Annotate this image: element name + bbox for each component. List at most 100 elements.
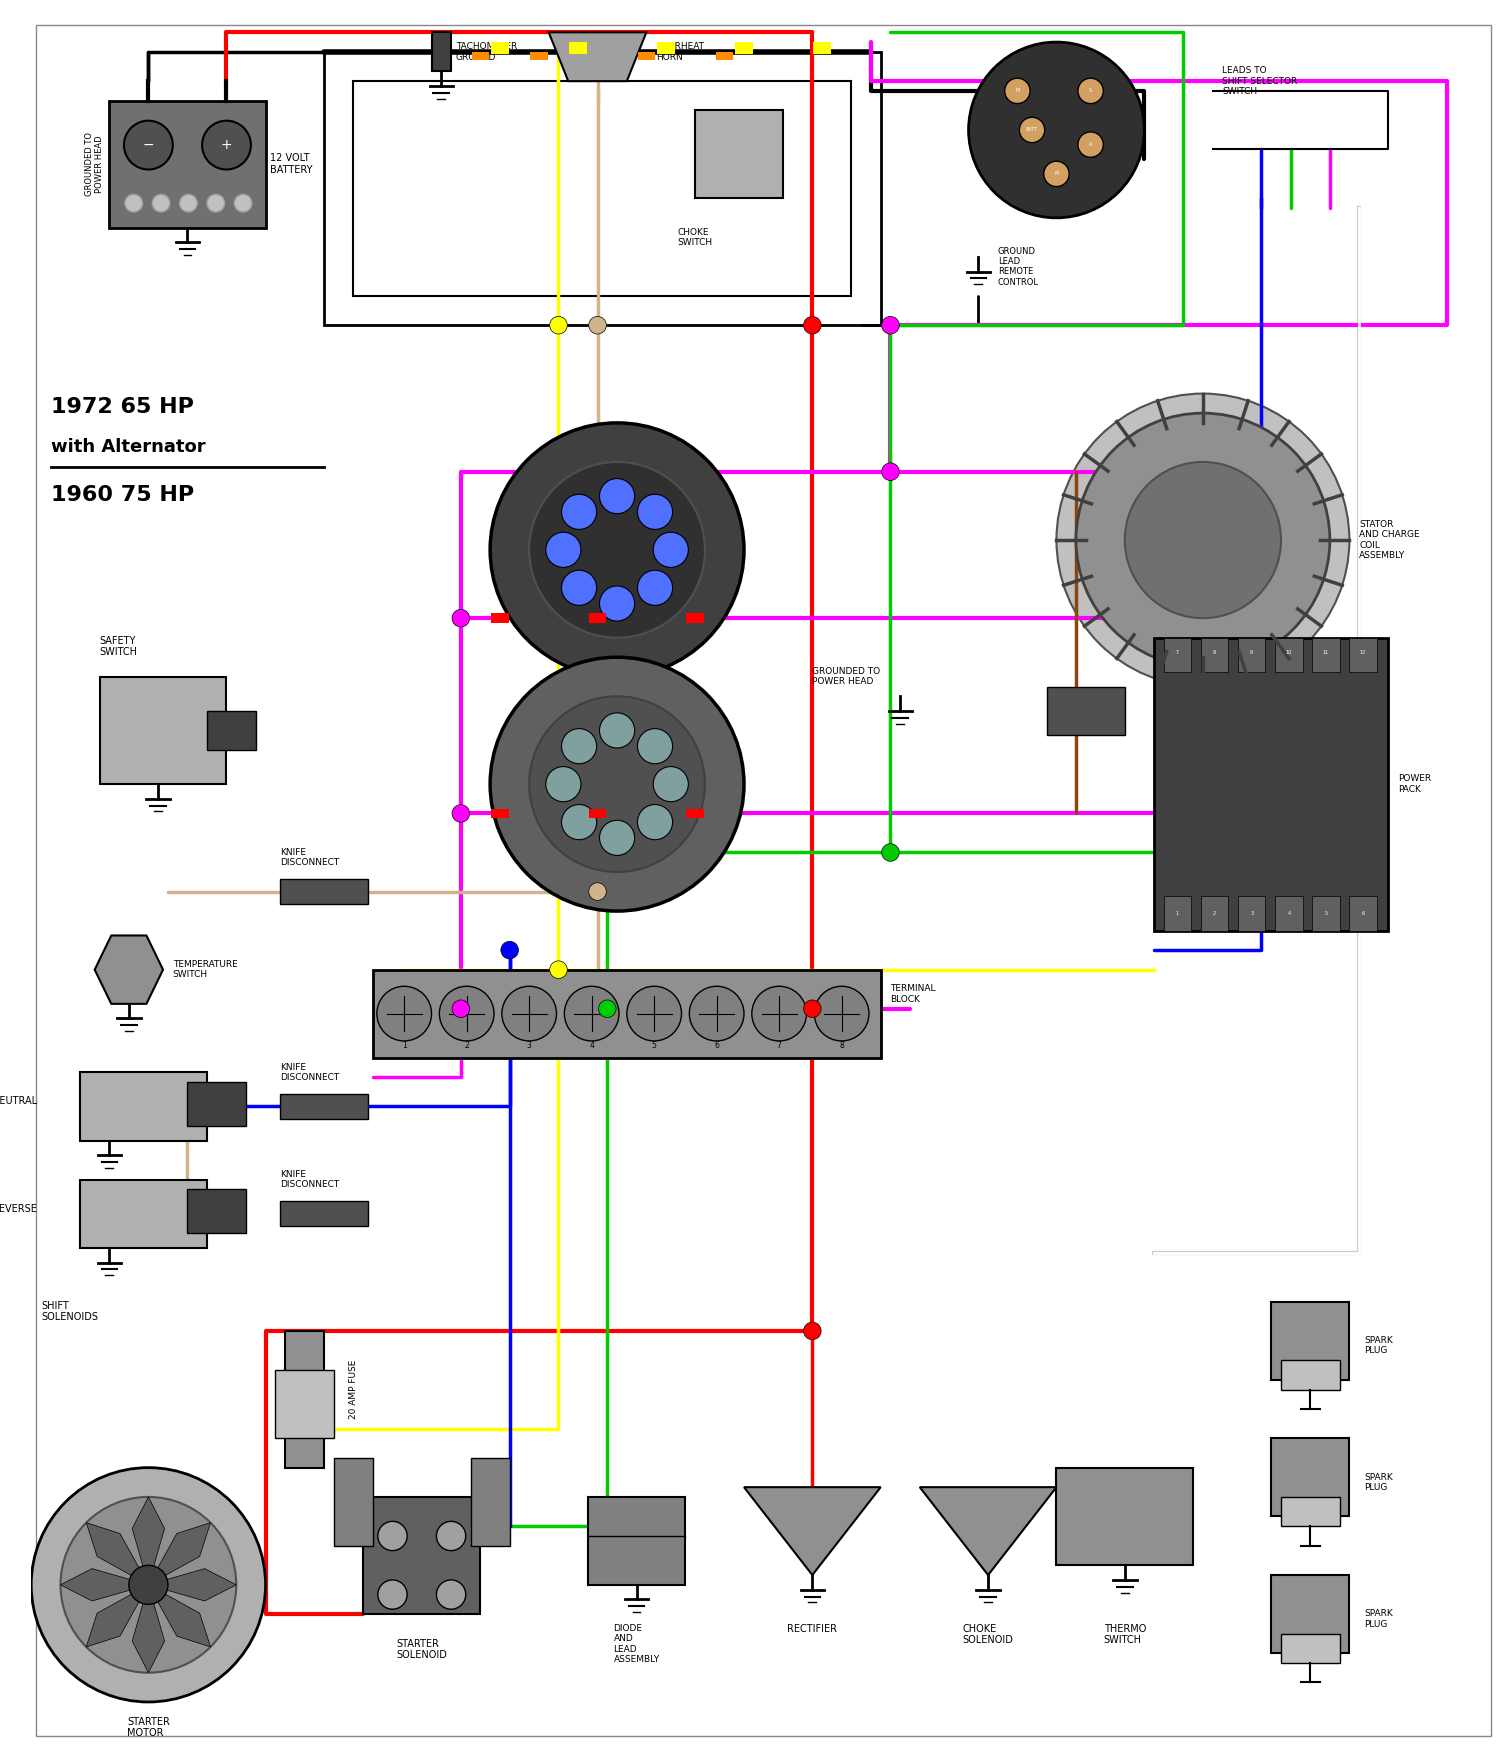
Bar: [1272, 1439, 1350, 1516]
Text: 6: 6: [714, 1040, 718, 1049]
Circle shape: [440, 986, 494, 1040]
Polygon shape: [744, 1488, 880, 1574]
Circle shape: [378, 1521, 406, 1551]
Polygon shape: [86, 1523, 148, 1585]
Text: OVERHEAT
HORN: OVERHEAT HORN: [656, 42, 704, 62]
Text: STATOR
AND CHARGE
COIL
ASSEMBLY: STATOR AND CHARGE COIL ASSEMBLY: [1359, 520, 1420, 561]
Bar: [588, 1497, 686, 1585]
Text: 1: 1: [402, 1040, 406, 1049]
Bar: [1056, 1467, 1192, 1566]
Bar: [1281, 1634, 1340, 1663]
Polygon shape: [148, 1523, 210, 1585]
Circle shape: [1125, 462, 1281, 619]
Text: GROUND
LEAD
REMOTE
CONTROL: GROUND LEAD REMOTE CONTROL: [998, 247, 1039, 287]
Bar: [1238, 896, 1266, 931]
Circle shape: [638, 804, 672, 839]
Circle shape: [60, 1497, 237, 1673]
Circle shape: [32, 1467, 266, 1701]
Circle shape: [652, 532, 688, 568]
Text: 2: 2: [1214, 910, 1216, 915]
Text: M: M: [1016, 88, 1020, 93]
Text: 20 AMP FUSE: 20 AMP FUSE: [348, 1359, 357, 1419]
Circle shape: [490, 658, 744, 911]
Bar: [363, 1497, 480, 1615]
Circle shape: [202, 120, 250, 169]
Circle shape: [234, 194, 252, 212]
Bar: [568, 42, 586, 55]
Circle shape: [153, 194, 170, 212]
Text: 3: 3: [1250, 910, 1254, 915]
Text: CHOKE
SOLENOID: CHOKE SOLENOID: [963, 1624, 1014, 1645]
Bar: [657, 42, 675, 55]
Bar: [716, 51, 734, 60]
Bar: [354, 81, 852, 296]
Text: GROUNDED TO
POWER HEAD: GROUNDED TO POWER HEAD: [813, 666, 880, 686]
Bar: [638, 51, 656, 60]
Polygon shape: [148, 1585, 210, 1647]
Polygon shape: [86, 1585, 148, 1647]
Text: +: +: [220, 138, 232, 152]
Bar: [1238, 638, 1266, 672]
Circle shape: [436, 1521, 465, 1551]
Circle shape: [549, 961, 567, 978]
Circle shape: [1076, 413, 1330, 666]
Text: 5: 5: [651, 1040, 657, 1049]
Bar: [1272, 1574, 1350, 1654]
Polygon shape: [94, 936, 164, 1003]
Text: 8: 8: [840, 1040, 844, 1049]
Text: THERMO
SWITCH: THERMO SWITCH: [1104, 1624, 1146, 1645]
Text: 1972 65 HP: 1972 65 HP: [51, 397, 194, 418]
Bar: [285, 1331, 324, 1467]
Text: 1960 75 HP: 1960 75 HP: [51, 485, 194, 504]
Circle shape: [882, 844, 898, 862]
Text: BATT: BATT: [1026, 127, 1038, 132]
Text: SPARK
PLUG: SPARK PLUG: [1364, 1472, 1394, 1491]
Bar: [280, 1093, 368, 1120]
Bar: [110, 100, 266, 227]
Text: STARTER
MOTOR: STARTER MOTOR: [128, 1717, 170, 1738]
Bar: [188, 1082, 246, 1127]
Circle shape: [600, 712, 634, 748]
Bar: [1047, 686, 1125, 735]
Text: 11: 11: [1323, 651, 1329, 654]
Polygon shape: [920, 1488, 1056, 1574]
Text: CHOKE
SWITCH: CHOKE SWITCH: [678, 227, 712, 247]
Bar: [99, 677, 226, 785]
Circle shape: [1056, 393, 1350, 686]
Bar: [530, 51, 548, 60]
Circle shape: [638, 728, 672, 763]
Circle shape: [546, 767, 580, 802]
Bar: [207, 710, 256, 749]
Circle shape: [638, 569, 672, 605]
Bar: [1164, 638, 1191, 672]
Text: 7: 7: [1176, 651, 1179, 654]
Circle shape: [1078, 132, 1104, 157]
Bar: [490, 42, 508, 55]
Bar: [687, 614, 703, 622]
Circle shape: [124, 194, 142, 212]
Text: 5: 5: [1324, 910, 1328, 915]
Circle shape: [600, 820, 634, 855]
Bar: [432, 32, 451, 71]
Text: M: M: [1054, 171, 1059, 176]
Bar: [276, 1370, 334, 1439]
Bar: [324, 51, 880, 324]
Text: 9: 9: [1250, 651, 1252, 654]
Bar: [471, 1458, 510, 1546]
Circle shape: [207, 194, 225, 212]
Circle shape: [452, 1000, 470, 1017]
Text: TEMPERATURE
SWITCH: TEMPERATURE SWITCH: [172, 961, 237, 980]
Text: 12 VOLT
BATTERY: 12 VOLT BATTERY: [270, 153, 314, 175]
Text: 10: 10: [1286, 651, 1292, 654]
Bar: [588, 809, 606, 818]
Text: NEUTRAL: NEUTRAL: [0, 1097, 38, 1107]
Bar: [1202, 638, 1228, 672]
Text: SAFETY
SWITCH: SAFETY SWITCH: [99, 636, 138, 658]
Text: DIODE
AND
LEAD
ASSEMBLY: DIODE AND LEAD ASSEMBLY: [614, 1624, 660, 1664]
Bar: [1312, 638, 1340, 672]
Circle shape: [588, 883, 606, 901]
Text: SPARK
PLUG: SPARK PLUG: [1364, 1610, 1394, 1629]
Circle shape: [969, 42, 1144, 219]
Text: 1: 1: [1176, 910, 1179, 915]
Circle shape: [564, 986, 620, 1040]
